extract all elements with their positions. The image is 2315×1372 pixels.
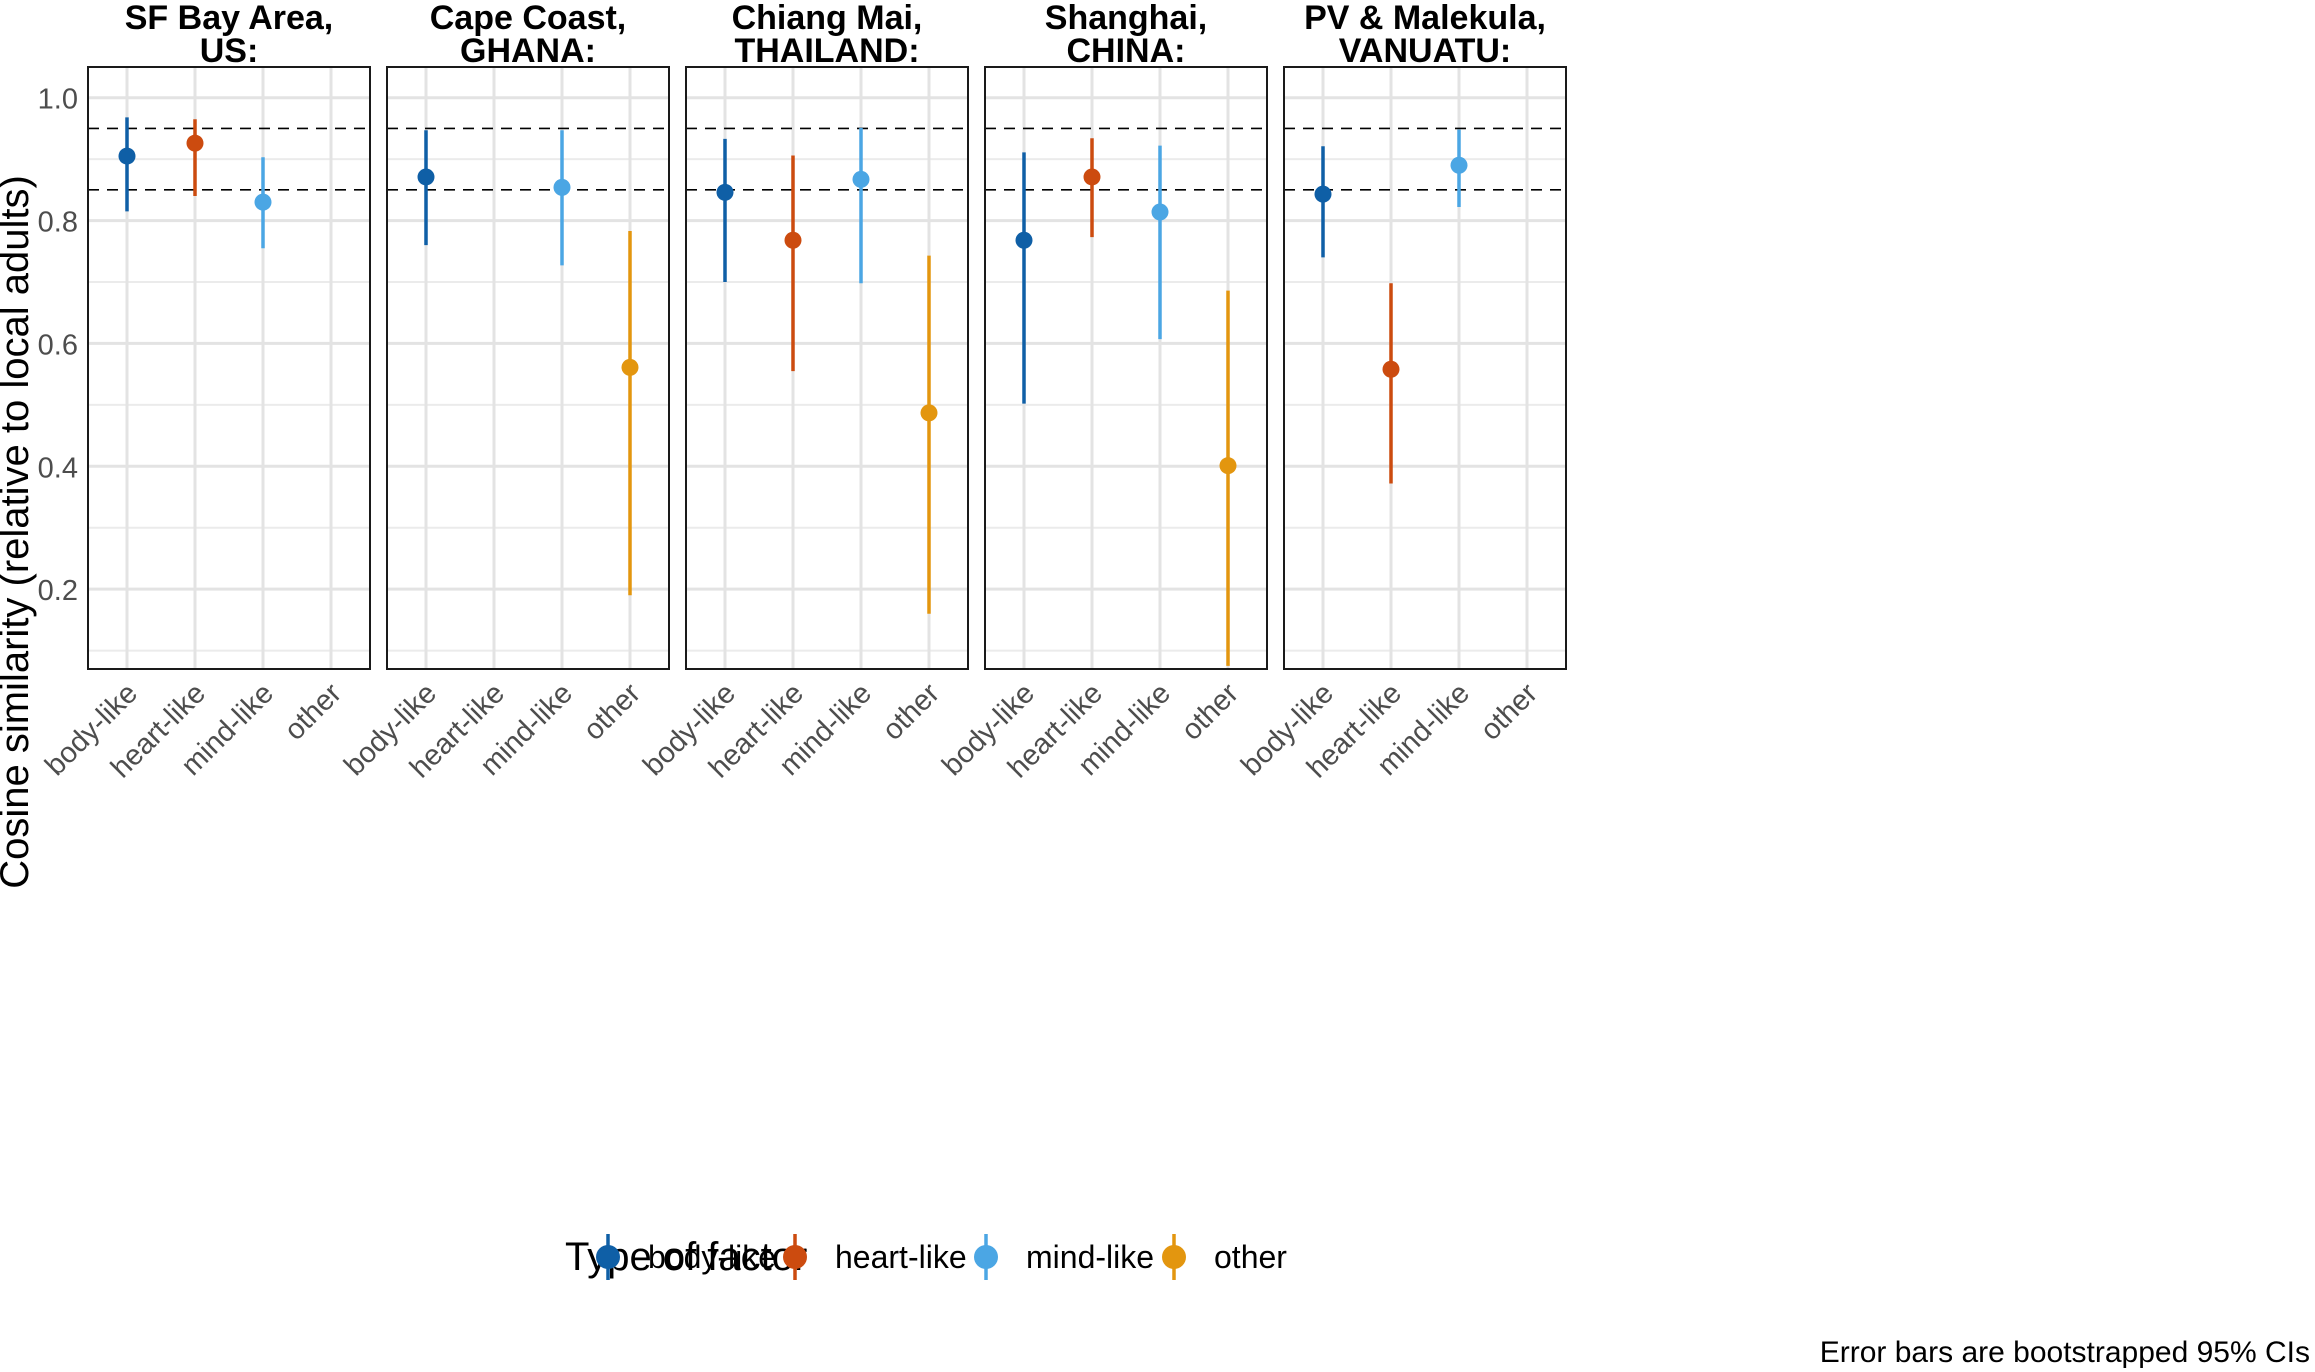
- point-mind-like: [553, 178, 571, 196]
- panel-border: [984, 66, 1268, 670]
- y-tick-label: 0.6: [38, 329, 78, 361]
- y-tick-labels: 0.2 0.4 0.6 0.8 1.0: [38, 84, 78, 607]
- legend-items: body-like heart-like mind-like other: [596, 1234, 1287, 1280]
- facet-title-line2: VANUATU:: [1339, 32, 1512, 70]
- y-tick-label: 1.0: [38, 84, 78, 116]
- point-other: [1219, 457, 1237, 475]
- panel-border: [1283, 66, 1567, 670]
- point-mind-like: [852, 170, 870, 188]
- facet-panel: PV & Malekula,VANUATU:body-likeheart-lik…: [1235, 0, 1567, 784]
- y-tick-label: 0.2: [38, 575, 78, 607]
- panel-border: [386, 66, 670, 670]
- legend-label: heart-like: [835, 1239, 967, 1275]
- point-heart-like: [784, 231, 802, 249]
- point-mind-like: [1450, 156, 1468, 174]
- point-body-like: [118, 147, 136, 165]
- point-heart-like: [1382, 360, 1400, 378]
- legend-item: other: [1162, 1234, 1287, 1280]
- point-heart-like: [1083, 168, 1101, 186]
- legend-key-point: [974, 1245, 998, 1269]
- y-axis-title: Cosine similarity (relative to local adu…: [0, 175, 37, 889]
- legend-key-point: [783, 1245, 807, 1269]
- facet-title-line2: THAILAND:: [734, 32, 919, 70]
- legend-key-point: [596, 1245, 620, 1269]
- legend-label: other: [1214, 1239, 1287, 1275]
- legend-item: body-like: [596, 1234, 776, 1280]
- panel-border: [87, 66, 371, 670]
- legend-label: body-like: [648, 1239, 776, 1275]
- legend-key-point: [1162, 1245, 1186, 1269]
- panel-border: [685, 66, 969, 670]
- legend-label: mind-like: [1026, 1239, 1154, 1275]
- point-mind-like: [1151, 203, 1169, 221]
- y-tick-label: 0.4: [38, 452, 78, 484]
- facet-title-line2: CHINA:: [1067, 32, 1186, 70]
- facet-title-line1: Cape Coast,: [430, 0, 627, 37]
- facet-title-line2: US:: [200, 32, 259, 70]
- legend-item: heart-like: [783, 1234, 967, 1280]
- point-body-like: [1015, 231, 1033, 249]
- y-tick-label: 0.8: [38, 207, 78, 239]
- legend-item: mind-like: [974, 1234, 1154, 1280]
- facet-title-line1: PV & Malekula,: [1304, 0, 1546, 37]
- footnote: Error bars are bootstrapped 95% CIs: [1820, 1336, 2310, 1369]
- point-body-like: [1314, 185, 1332, 203]
- point-body-like: [417, 168, 435, 186]
- facet-title-line1: SF Bay Area,: [125, 0, 334, 37]
- point-heart-like: [186, 134, 204, 152]
- legend: Type of factor body-like heart-like mind-l…: [565, 1234, 1287, 1280]
- facet-title-line1: Chiang Mai,: [732, 0, 923, 37]
- facet-title-line2: GHANA:: [460, 32, 596, 70]
- facet-title-line1: Shanghai,: [1045, 0, 1207, 37]
- point-other: [621, 358, 639, 376]
- point-mind-like: [254, 193, 272, 211]
- point-body-like: [716, 183, 734, 201]
- point-other: [920, 404, 938, 422]
